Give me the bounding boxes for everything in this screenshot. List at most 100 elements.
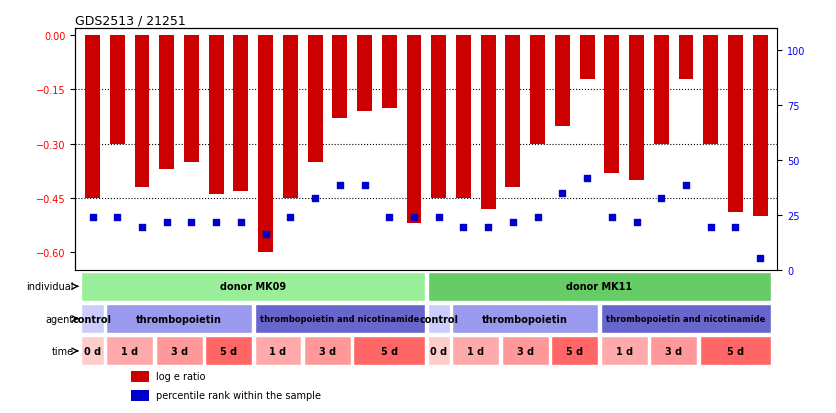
Bar (160, 36, 174, 170)
FancyBboxPatch shape (254, 337, 302, 366)
Text: 5 d: 5 d (726, 346, 744, 356)
Bar (530, 36, 545, 144)
FancyBboxPatch shape (106, 337, 153, 366)
Text: thrombopoietin and nicotinamide: thrombopoietin and nicotinamide (606, 314, 766, 323)
Point (531, 214, 544, 221)
FancyBboxPatch shape (700, 337, 772, 366)
Bar (654, 36, 669, 144)
Point (729, 224, 742, 230)
Bar (431, 36, 446, 198)
Point (259, 231, 273, 237)
Point (358, 183, 371, 189)
Bar (555, 36, 570, 126)
FancyBboxPatch shape (254, 304, 426, 333)
Text: 3 d: 3 d (171, 346, 187, 356)
Bar (110, 36, 125, 144)
Bar (630, 36, 644, 180)
Bar (752, 36, 767, 216)
Point (580, 176, 594, 182)
Bar (382, 36, 397, 108)
FancyBboxPatch shape (81, 304, 104, 333)
Bar (308, 36, 323, 162)
FancyBboxPatch shape (205, 337, 252, 366)
Point (308, 195, 322, 201)
Text: 3 d: 3 d (517, 346, 534, 356)
Point (507, 219, 520, 225)
Point (407, 214, 421, 221)
Bar (131, 371, 149, 382)
Point (680, 183, 693, 189)
Point (333, 183, 346, 189)
Text: 5 d: 5 d (380, 346, 398, 356)
Text: agent: agent (46, 314, 74, 324)
Bar (131, 390, 149, 401)
FancyBboxPatch shape (81, 337, 104, 366)
FancyBboxPatch shape (304, 337, 351, 366)
Point (605, 214, 619, 221)
Bar (579, 36, 594, 79)
Point (456, 224, 470, 230)
Bar (679, 36, 693, 79)
Point (234, 219, 247, 225)
Point (135, 224, 149, 230)
Text: 1 d: 1 d (467, 346, 484, 356)
Bar (333, 36, 347, 119)
Point (86, 214, 99, 221)
Bar (703, 36, 718, 144)
Point (210, 219, 223, 225)
Point (432, 214, 446, 221)
Point (704, 224, 717, 230)
Text: log e ratio: log e ratio (156, 372, 206, 382)
FancyBboxPatch shape (106, 304, 252, 333)
Text: control: control (419, 314, 458, 324)
Bar (85, 36, 100, 198)
Bar (135, 36, 150, 188)
Bar (728, 36, 743, 213)
FancyBboxPatch shape (427, 304, 450, 333)
Bar (258, 36, 273, 252)
Bar (406, 36, 421, 223)
Text: time: time (52, 346, 74, 356)
Text: 0 d: 0 d (84, 346, 101, 356)
Text: control: control (73, 314, 112, 324)
Text: percentile rank within the sample: percentile rank within the sample (156, 390, 321, 400)
Bar (456, 36, 471, 198)
Bar (233, 36, 248, 191)
Bar (604, 36, 619, 173)
Text: thrombopoietin: thrombopoietin (136, 314, 222, 324)
Point (160, 219, 173, 225)
FancyBboxPatch shape (601, 337, 648, 366)
Point (383, 214, 396, 221)
Text: 5 d: 5 d (566, 346, 584, 356)
FancyBboxPatch shape (452, 304, 599, 333)
FancyBboxPatch shape (354, 337, 426, 366)
Text: 1 d: 1 d (615, 346, 633, 356)
Point (556, 190, 569, 197)
FancyBboxPatch shape (502, 337, 548, 366)
Bar (481, 36, 496, 209)
Text: 1 d: 1 d (269, 346, 287, 356)
Text: donor MK11: donor MK11 (566, 282, 633, 292)
Bar (209, 36, 223, 195)
Point (482, 224, 495, 230)
FancyBboxPatch shape (427, 272, 772, 301)
Bar (283, 36, 298, 198)
FancyBboxPatch shape (155, 337, 202, 366)
Point (753, 255, 767, 262)
Bar (184, 36, 199, 162)
FancyBboxPatch shape (81, 272, 426, 301)
Point (655, 195, 668, 201)
Point (283, 214, 297, 221)
Text: thrombopoietin: thrombopoietin (482, 314, 568, 324)
Text: GDS2513 / 21251: GDS2513 / 21251 (75, 15, 186, 28)
Text: donor MK09: donor MK09 (220, 282, 287, 292)
FancyBboxPatch shape (427, 337, 450, 366)
Bar (506, 36, 520, 188)
Text: 3 d: 3 d (665, 346, 682, 356)
Text: individual: individual (27, 282, 74, 292)
Text: 0 d: 0 d (431, 346, 447, 356)
Point (630, 219, 643, 225)
Text: thrombopoietin and nicotinamide: thrombopoietin and nicotinamide (260, 314, 420, 323)
FancyBboxPatch shape (650, 337, 697, 366)
Point (110, 214, 124, 221)
